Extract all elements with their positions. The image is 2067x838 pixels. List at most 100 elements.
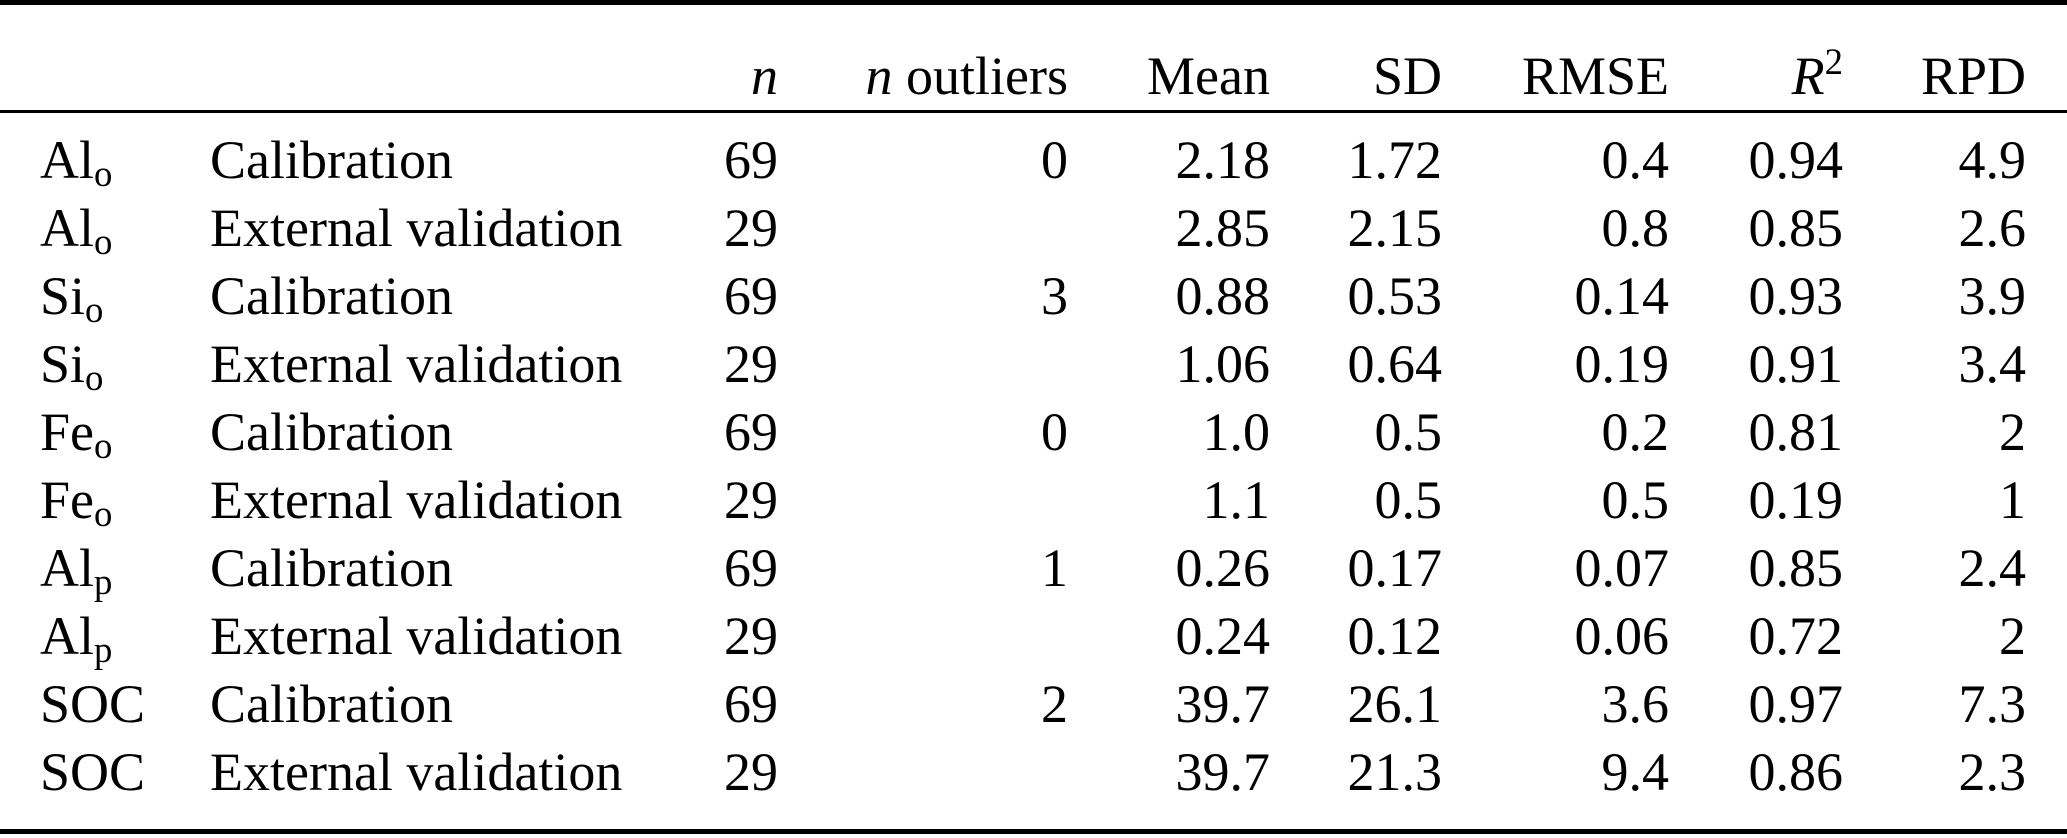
table-header: n n outliers Mean SD RMSE R2 RPD [0, 3, 2067, 112]
table-row: Feo External validation 29 1.1 0.5 0.5 0… [0, 466, 2067, 534]
sd-cell: 0.5 [1374, 402, 1443, 462]
analyte-base: Fe [40, 470, 94, 530]
rpd-cell: 2.6 [1958, 198, 2027, 258]
rmse-cell: 0.14 [1574, 266, 1670, 326]
r2-cell: 0.85 [1748, 198, 1844, 258]
rmse-cell: 3.6 [1601, 674, 1670, 734]
dataset-cell: Calibration [210, 130, 453, 190]
dataset-cell: External validation [210, 334, 623, 394]
dataset-cell: External validation [210, 606, 623, 666]
n-outliers-cell [778, 194, 1068, 262]
mean-cell: 0.26 [1175, 538, 1271, 598]
col-header-sd: SD [1270, 3, 1442, 112]
rpd-cell: 3.9 [1958, 266, 2027, 326]
rmse-cell: 0.07 [1574, 538, 1670, 598]
sd-cell: 21.3 [1347, 742, 1443, 802]
rpd-cell: 1 [1999, 470, 2026, 530]
analyte-cell: Sio [0, 262, 210, 330]
analyte-subscript: o [85, 289, 104, 331]
table-body: Alo Calibration 69 0 2.18 1.72 0.4 0.94 … [0, 112, 2067, 832]
col-header-n-outliers-prefix: n [865, 46, 893, 106]
analyte-cell: Alo [0, 194, 210, 262]
n-outliers-cell: 2 [1041, 674, 1068, 734]
r2-cell: 0.81 [1748, 402, 1844, 462]
n-cell: 29 [724, 742, 778, 802]
analyte-subscript: p [94, 561, 113, 603]
r2-cell: 0.19 [1748, 470, 1844, 530]
header-row: n n outliers Mean SD RMSE R2 RPD [0, 3, 2067, 112]
mean-cell: 2.18 [1175, 130, 1271, 190]
rmse-cell: 0.4 [1601, 130, 1670, 190]
n-cell: 69 [724, 130, 778, 190]
sd-cell: 0.64 [1347, 334, 1443, 394]
mean-cell: 1.06 [1175, 334, 1271, 394]
rmse-cell: 0.8 [1601, 198, 1670, 258]
rmse-cell: 0.5 [1601, 470, 1670, 530]
analyte-cell: Sio [0, 330, 210, 398]
rpd-cell: 3.4 [1958, 334, 2027, 394]
rmse-cell: 0.2 [1601, 402, 1670, 462]
analyte-subscript: o [94, 493, 113, 535]
table-row: Sio External validation 29 1.06 0.64 0.1… [0, 330, 2067, 398]
analyte-cell: SOC [0, 670, 210, 738]
analyte-base: Al [40, 198, 94, 258]
n-cell: 69 [724, 266, 778, 326]
r2-cell: 0.72 [1748, 606, 1844, 666]
mean-cell: 1.0 [1202, 402, 1271, 462]
mean-cell: 0.88 [1175, 266, 1271, 326]
col-header-n: n [660, 3, 778, 112]
analyte-subscript: o [94, 221, 113, 263]
n-outliers-cell: 1 [1041, 538, 1068, 598]
table-row: Feo Calibration 69 0 1.0 0.5 0.2 0.81 2 [0, 398, 2067, 466]
mean-cell: 39.7 [1175, 742, 1271, 802]
col-header-analyte [0, 3, 210, 112]
mean-cell: 39.7 [1175, 674, 1271, 734]
rmse-cell: 9.4 [1601, 742, 1670, 802]
col-header-r2: R2 [1669, 3, 1843, 112]
sd-cell: 0.5 [1374, 470, 1443, 530]
analyte-base: Si [40, 266, 86, 326]
rpd-cell: 7.3 [1958, 674, 2027, 734]
sd-cell: 26.1 [1347, 674, 1443, 734]
dataset-cell: Calibration [210, 402, 453, 462]
analyte-cell: Feo [0, 466, 210, 534]
n-outliers-cell [778, 738, 1068, 832]
col-header-r2-base: R [1791, 46, 1825, 106]
sd-cell: 1.72 [1347, 130, 1443, 190]
dataset-cell: External validation [210, 742, 623, 802]
table-row: SOC Calibration 69 2 39.7 26.1 3.6 0.97 … [0, 670, 2067, 738]
dataset-cell: Calibration [210, 538, 453, 598]
analyte-base: Fe [40, 402, 94, 462]
mean-cell: 2.85 [1175, 198, 1271, 258]
rmse-cell: 0.06 [1574, 606, 1670, 666]
analyte-cell: Alp [0, 534, 210, 602]
rpd-cell: 2 [1999, 606, 2026, 666]
analyte-cell: Alo [0, 112, 210, 195]
table-row: Sio Calibration 69 3 0.88 0.53 0.14 0.93… [0, 262, 2067, 330]
table-row: Alo External validation 29 2.85 2.15 0.8… [0, 194, 2067, 262]
mean-cell: 1.1 [1202, 470, 1271, 530]
n-cell: 29 [724, 606, 778, 666]
n-outliers-cell: 0 [1041, 402, 1068, 462]
r2-cell: 0.91 [1748, 334, 1844, 394]
dataset-cell: External validation [210, 198, 623, 258]
col-header-mean-label: Mean [1147, 46, 1270, 106]
dataset-cell: Calibration [210, 674, 453, 734]
n-cell: 29 [724, 334, 778, 394]
table-row: Alp Calibration 69 1 0.26 0.17 0.07 0.85… [0, 534, 2067, 602]
dataset-cell: External validation [210, 470, 623, 530]
table-row: SOC External validation 29 39.7 21.3 9.4… [0, 738, 2067, 832]
col-header-rmse-label: RMSE [1521, 46, 1669, 106]
rpd-cell: 2.4 [1958, 538, 2027, 598]
sd-cell: 2.15 [1347, 198, 1443, 258]
sd-cell: 0.53 [1347, 266, 1443, 326]
rpd-cell: 2 [1999, 402, 2026, 462]
n-outliers-cell [778, 330, 1068, 398]
analyte-cell: Feo [0, 398, 210, 466]
analyte-base: Al [40, 606, 94, 666]
analyte-base: Al [40, 130, 94, 190]
r2-cell: 0.93 [1748, 266, 1844, 326]
analyte-subscript: o [85, 357, 104, 399]
n-cell: 29 [724, 198, 778, 258]
